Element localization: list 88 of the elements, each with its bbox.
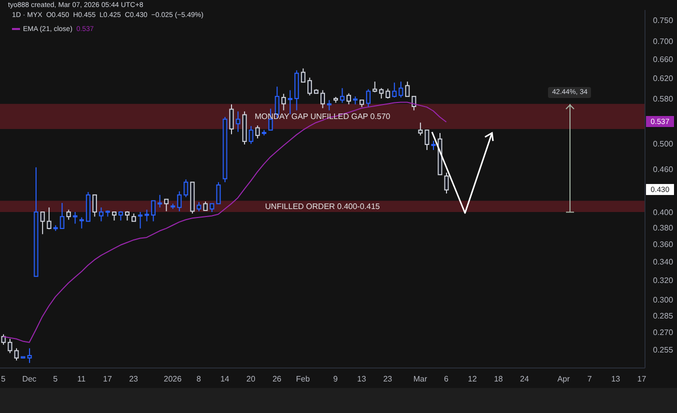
x-tick-label: 5 [53,374,58,384]
candlestick [379,88,384,100]
candlestick [46,206,52,230]
candlestick [288,90,292,115]
candlestick [386,88,390,100]
candlestick [66,209,71,220]
candlestick [255,124,260,139]
y-tick-label: 0.300 [653,296,674,305]
x-tick-label: 6 [444,374,450,384]
y-tick-label: 0.340 [653,257,674,266]
y-tick-label: 0.360 [653,240,674,250]
candlestick [412,96,416,111]
candlestick [424,130,430,151]
x-tick-label: 17 [103,374,112,384]
candlestick [366,88,371,108]
candlestick [431,140,436,151]
candlestick [8,338,12,354]
candlestick [40,211,45,235]
candlestick [164,198,169,212]
candlestick [281,93,286,111]
y-tick-label: 0.270 [653,328,674,337]
x-tick-label: 23 [383,374,393,384]
y-tick-label: 0.460 [653,165,674,174]
y-tick-label: 0.320 [653,276,674,285]
candlestick [392,82,397,98]
candlestick [72,211,78,224]
candlestick [151,200,156,222]
candlestick [60,202,64,229]
candlestick [398,81,404,98]
candlestick [320,90,325,109]
x-tick-label: 17 [637,374,647,384]
candlestick [216,182,221,204]
candlestick [138,211,143,229]
candlestick [177,190,182,212]
candlestick [444,172,449,194]
y-tick-label: 0.750 [653,16,674,25]
x-tick-label: 26 [272,374,282,384]
y-tick-label: 0.700 [653,36,674,46]
candlestick [405,81,410,97]
candlestick [158,194,162,208]
y-tick-label: 0.255 [653,345,674,354]
x-tick-label: 12 [468,374,478,384]
x-tick-label: 9 [333,374,338,384]
x-tick-label: 13 [357,374,367,384]
y-tick-label: 0.380 [653,224,674,232]
candlestick [326,100,332,111]
candlestick [125,210,130,222]
candlestick [1,334,6,346]
y-tick-label: 0.620 [653,74,674,83]
candlestick [372,81,378,93]
y-tick-label: 0.580 [653,94,674,104]
x-tick-label: 18 [494,374,504,384]
x-tick-label: 7 [587,374,592,384]
candlestick [184,178,188,198]
candlestick [92,194,97,218]
y-tick-label: 0.500 [653,140,674,149]
y-tick-label: 0.400 [653,208,674,217]
x-tick-label: 14 [220,374,230,384]
candlestick [229,104,234,135]
x-tick-label: 24 [520,374,530,384]
candlestick [346,92,352,105]
x-tick-label: 2026 [164,374,182,384]
x-tick-label: 20 [246,374,256,384]
candlestick [27,348,32,364]
candlestick [307,77,312,96]
x-tick-label: 5 [1,374,6,384]
candlestick [14,348,19,361]
x-tick-label: 23 [129,374,139,384]
candlestick [418,122,423,136]
candlestick [144,209,150,222]
candlestick [79,216,84,229]
x-tick-label: Feb [296,374,310,384]
x-tick-label: Mar [413,374,428,384]
x-tick-label: Apr [557,374,570,384]
candlestick [236,110,240,132]
candlestick [196,202,202,212]
x-tick-label: 11 [77,374,86,384]
x-tick-label: 13 [611,374,621,384]
candlestick [248,126,254,144]
candlestick [340,88,345,104]
x-tick-label: 8 [196,374,202,384]
y-tick-label: 0.660 [653,54,674,64]
x-tick-label: Dec [22,374,36,384]
candlestick [118,210,123,222]
y-tick-label: 0.285 [653,311,674,320]
candlestick [300,68,306,83]
band-label: UNFILLED ORDER 0.400-0.415 [265,202,380,212]
candlestick [98,206,104,222]
